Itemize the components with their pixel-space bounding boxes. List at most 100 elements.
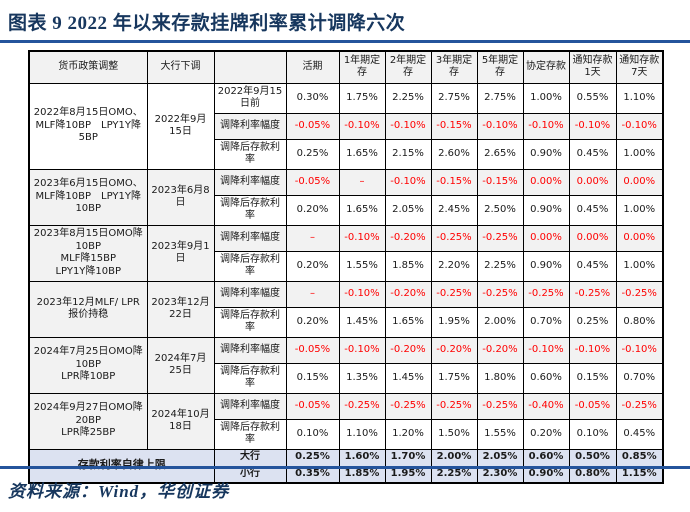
row-label: 2022年9月15日前 bbox=[213, 82, 287, 114]
table-header-row: 货币政策调整 大行下调 活期 1年期定存 2年期定存 3年期定存 5年期定存 协定存款 通知存款… bbox=[28, 50, 664, 84]
rate-value: 0.90% bbox=[522, 194, 570, 226]
rate-value: -0.10% bbox=[384, 168, 432, 196]
rate-value: 1.95% bbox=[430, 306, 478, 338]
rate-value: -0.25% bbox=[615, 392, 664, 420]
rate-value: 1.65% bbox=[384, 306, 432, 338]
rate-row: 2024年7月25日OMO降10BP LPR降10BP 2024年7月25日 调降利… bbox=[28, 336, 664, 394]
rate-value: -0.05% bbox=[285, 168, 340, 196]
rate-value: 1.55% bbox=[338, 250, 386, 282]
rate-value: -0.25% bbox=[476, 392, 524, 420]
column-header-9: 通知存款1天 bbox=[568, 50, 617, 84]
rate-value: -0.10% bbox=[568, 112, 617, 140]
rate-value: -0.05% bbox=[285, 336, 340, 364]
cut-date-cell-4: 2024年7月25日 bbox=[146, 336, 215, 394]
rate-row: 2023年6月15日OMO、MLF降10BP LPY1Y降10BP 2023年6月… bbox=[28, 168, 664, 226]
rate-value: 1.65% bbox=[338, 194, 386, 226]
rate-value: -0.25% bbox=[384, 392, 432, 420]
source-note: 资料来源：Wind，华创证券 bbox=[8, 482, 230, 501]
rate-value: -0.25% bbox=[522, 280, 570, 308]
rate-value: 0.45% bbox=[568, 250, 617, 282]
rate-value: 2.15% bbox=[384, 138, 432, 170]
rate-value: 1.10% bbox=[338, 418, 386, 450]
rate-value: 1.00% bbox=[615, 138, 664, 170]
rate-value: – bbox=[285, 224, 340, 252]
rate-value: -0.20% bbox=[384, 280, 432, 308]
rate-value: 2.45% bbox=[430, 194, 478, 226]
rate-value: 0.20% bbox=[285, 194, 340, 226]
column-header-5: 2年期定存 bbox=[384, 50, 432, 84]
rate-value: -0.10% bbox=[338, 280, 386, 308]
summary-value: 2.05% bbox=[476, 448, 524, 467]
summary-value: 1.15% bbox=[615, 465, 664, 484]
rate-value: 0.00% bbox=[615, 168, 664, 196]
rate-value: -0.05% bbox=[285, 392, 340, 420]
rate-value: 0.25% bbox=[568, 306, 617, 338]
rate-row: 调降后存款利率 0.20% 1.65% 2.05% 2.45% 2.50% 0.90% 0.4… bbox=[29, 194, 664, 226]
rate-value: – bbox=[338, 168, 386, 196]
rate-table-wrap: 货币政策调整 大行下调 活期 1年期定存 2年期定存 3年期定存 5年期定存 协定存款 通知存款… bbox=[0, 50, 690, 484]
policy-cell-1: 2023年6月15日OMO、MLF降10BP LPY1Y降10BP bbox=[28, 168, 148, 226]
rate-value: 1.75% bbox=[430, 362, 478, 394]
summary-row: 存款利率自律上限 大行 0.25% 1.60% 1.70% 2.00% 2.05% 0.60%… bbox=[28, 448, 664, 484]
policy-cell-3: 2023年12月MLF/ LPR报价持稳 bbox=[28, 280, 148, 338]
rate-value: -0.10% bbox=[568, 336, 617, 364]
rate-value: -0.25% bbox=[568, 280, 617, 308]
rate-value: 0.20% bbox=[285, 306, 340, 338]
column-header-10: 通知存款7天 bbox=[615, 50, 664, 84]
rate-value: -0.25% bbox=[476, 280, 524, 308]
row-label: 调降后存款利率 bbox=[213, 250, 287, 282]
rate-value: 2.65% bbox=[476, 138, 524, 170]
rate-value: 2.20% bbox=[430, 250, 478, 282]
column-header-3: 活期 bbox=[285, 50, 340, 84]
rate-value: -0.10% bbox=[522, 336, 570, 364]
row-label: 调降利率幅度 bbox=[213, 336, 287, 364]
rate-value: -0.25% bbox=[430, 224, 478, 252]
rate-value: 0.00% bbox=[615, 224, 664, 252]
summary-value: 2.00% bbox=[430, 448, 478, 467]
row-label: 调降后存款利率 bbox=[213, 138, 287, 170]
summary-value: 1.70% bbox=[384, 448, 432, 467]
policy-cell-4: 2024年7月25日OMO降10BP LPR降10BP bbox=[28, 336, 148, 394]
policy-cell-5: 2024年9月27日OMO降20BP LPR降25BP bbox=[28, 392, 148, 450]
rate-value: -0.20% bbox=[476, 336, 524, 364]
rate-value: -0.25% bbox=[615, 280, 664, 308]
rate-value: -0.05% bbox=[568, 392, 617, 420]
rate-row: 2022年8月15日OMO、MLF降10BP LPY1Y降5BP 2022年9月1… bbox=[28, 82, 664, 170]
summary-value: 0.25% bbox=[285, 448, 340, 467]
cut-date-cell-3: 2023年12月22日 bbox=[146, 280, 215, 338]
cut-date-cell-0: 2022年9月15日 bbox=[146, 82, 215, 170]
cut-date-cell-1: 2023年6月8日 bbox=[146, 168, 215, 226]
column-header-0: 货币政策调整 bbox=[28, 50, 148, 84]
rate-value: 2.05% bbox=[384, 194, 432, 226]
figure-title: 图表 9 2022 年以来存款挂牌利率累计调降六次 bbox=[8, 13, 406, 34]
rate-value: -0.10% bbox=[338, 224, 386, 252]
rate-value: 0.90% bbox=[522, 138, 570, 170]
rate-value: 1.75% bbox=[338, 82, 386, 114]
rate-value: 0.00% bbox=[568, 224, 617, 252]
row-label: 调降后存款利率 bbox=[213, 306, 287, 338]
row-label: 调降利率幅度 bbox=[213, 392, 287, 420]
footer-divider bbox=[0, 466, 690, 469]
summary-value: 2.30% bbox=[476, 465, 524, 484]
rate-value: -0.20% bbox=[384, 336, 432, 364]
summary-value: 0.80% bbox=[568, 465, 617, 484]
rate-value: -0.25% bbox=[338, 392, 386, 420]
column-header-4: 1年期定存 bbox=[338, 50, 386, 84]
row-label: 调降后存款利率 bbox=[213, 194, 287, 226]
rate-value: 2.00% bbox=[476, 306, 524, 338]
rate-row: 调降后存款利率 0.20% 1.55% 1.85% 2.20% 2.25% 0.90% 0.4… bbox=[29, 250, 664, 282]
rate-value: 2.50% bbox=[476, 194, 524, 226]
summary-value: 1.95% bbox=[384, 465, 432, 484]
deposit-rate-table: 货币政策调整 大行下调 活期 1年期定存 2年期定存 3年期定存 5年期定存 协定存款 通知存款… bbox=[28, 50, 664, 484]
row-label: 调降后存款利率 bbox=[213, 362, 287, 394]
summary-value: 0.60% bbox=[522, 448, 570, 467]
rate-row: 调降后存款利率 0.10% 1.10% 1.20% 1.50% 1.55% 0.20% 0.1… bbox=[29, 418, 664, 450]
rate-row: 2023年8月15日OMO降10BP MLF降15BP LPY1Y降10BP 20… bbox=[28, 224, 664, 282]
rate-value: -0.10% bbox=[522, 112, 570, 140]
rate-value: -0.25% bbox=[476, 224, 524, 252]
rate-value: 0.25% bbox=[285, 138, 340, 170]
rate-value: 0.00% bbox=[568, 168, 617, 196]
rate-row: 2023年12月MLF/ LPR报价持稳 2023年12月22日 调降利率幅度 – -0… bbox=[28, 280, 664, 338]
rate-value: 0.70% bbox=[615, 362, 664, 394]
rate-value: -0.25% bbox=[430, 280, 478, 308]
